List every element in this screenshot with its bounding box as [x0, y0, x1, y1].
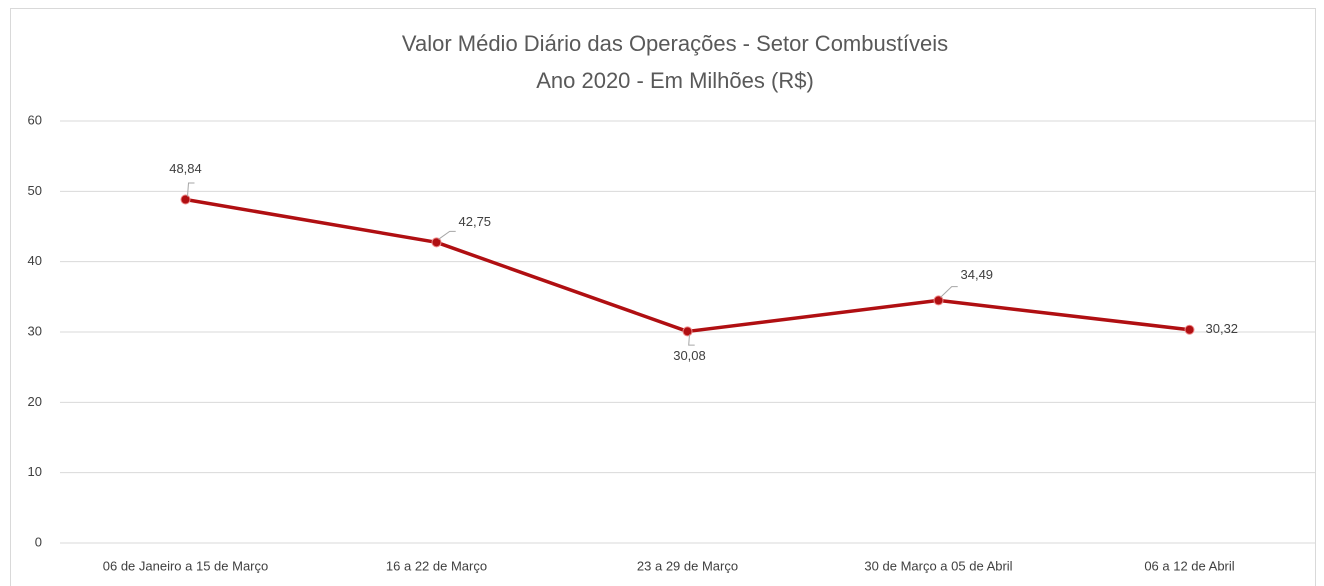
y-tick-label: 60 — [28, 112, 42, 127]
data-label: 48,84 — [169, 161, 202, 176]
label-leader — [187, 182, 195, 197]
data-label: 42,75 — [459, 214, 492, 229]
x-tick-label: 23 a 29 de Março — [637, 558, 738, 573]
y-tick-label: 10 — [28, 464, 42, 479]
chart-subtitle: Ano 2020 - Em Milhões (R$) — [536, 68, 814, 93]
chart-title: Valor Médio Diário das Operações - Setor… — [402, 31, 948, 56]
data-line — [185, 197, 1190, 334]
label-leader — [688, 334, 695, 346]
y-tick-label: 40 — [28, 253, 42, 268]
y-tick-label: 30 — [28, 323, 42, 338]
data-point — [180, 194, 191, 205]
y-tick-label: 0 — [35, 534, 42, 549]
label-leader — [438, 230, 456, 240]
data-label: 30,32 — [1206, 321, 1239, 336]
chart-frame — [10, 8, 1316, 586]
y-tick-label: 50 — [28, 183, 42, 198]
x-tick-label: 06 a 12 de Abril — [1144, 558, 1234, 573]
data-label: 34,49 — [961, 267, 994, 282]
label-leader — [940, 286, 958, 298]
data-label: 30,08 — [673, 348, 706, 363]
x-tick-label: 06 de Janeiro a 15 de Março — [103, 558, 269, 573]
data-point — [933, 295, 944, 306]
x-tick-label: 16 a 22 de Março — [386, 558, 487, 573]
x-tick-label: 30 de Março a 05 de Abril — [864, 558, 1012, 573]
y-tick-label: 20 — [28, 394, 42, 409]
data-point — [431, 237, 442, 248]
data-point — [1184, 324, 1195, 335]
data-point — [682, 326, 693, 337]
